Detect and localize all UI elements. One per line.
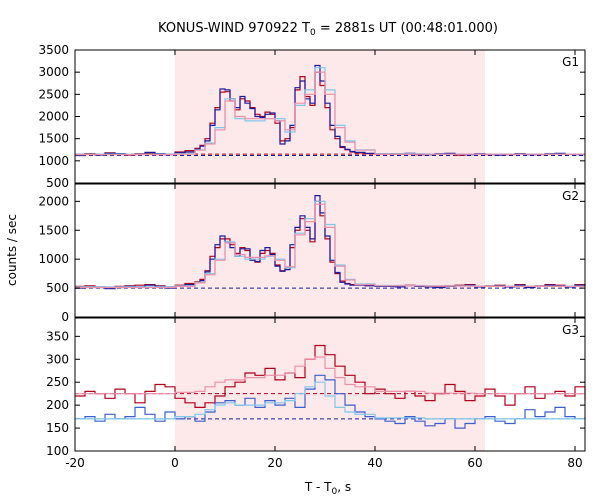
- y-tick-label: 2000: [38, 110, 69, 124]
- series-dark-red-line: [75, 344, 586, 408]
- y-tick-label: 1500: [38, 132, 69, 146]
- series-pink-line: [75, 71, 585, 156]
- y-tick-label: 1500: [38, 223, 69, 237]
- chart-title: KONUS-WIND 970922 T0 = 2881s UT (00:48:0…: [158, 21, 498, 38]
- y-tick-label: 2500: [38, 87, 69, 101]
- y-tick-label: 100: [46, 444, 69, 458]
- panels-group: 500100015002000250030003500G105001000150…: [38, 43, 586, 470]
- x-tick-label: -20: [65, 456, 85, 470]
- shaded-interval: [175, 318, 485, 451]
- series-blue-line: [75, 374, 586, 429]
- x-tick-label: 40: [367, 456, 382, 470]
- y-tick-label: 350: [46, 329, 69, 343]
- x-tick-label: 20: [267, 456, 282, 470]
- y-tick-label: 500: [46, 176, 69, 190]
- y-tick-label: 250: [46, 375, 69, 389]
- y-tick-label: 3500: [38, 43, 69, 57]
- y-tick-label: 1000: [38, 154, 69, 168]
- panel-label: G3: [562, 323, 579, 337]
- y-tick-label: 150: [46, 421, 69, 435]
- panel-label: G1: [562, 55, 579, 69]
- y-tick-label: 2000: [38, 194, 69, 208]
- x-axis-label: T - T0, s: [304, 480, 351, 497]
- series-pink-line: [75, 203, 585, 289]
- panel-frame: [74, 317, 586, 452]
- panel-frame: [74, 183, 586, 318]
- y-axis-label: counts / sec: [5, 214, 19, 286]
- y-tick-label: 500: [46, 281, 69, 295]
- y-tick-label: 3000: [38, 65, 69, 79]
- y-tick-label: 200: [46, 398, 69, 412]
- x-tick-label: 60: [467, 456, 482, 470]
- x-tick-label: 80: [567, 456, 582, 470]
- panel-label: G2: [562, 189, 579, 203]
- panel-g2: 0 500 1000 1500 2000 G2: [38, 183, 586, 324]
- panel-g1: 500 1000 1500 2000 2500 3000 3500 G1: [38, 43, 586, 190]
- panel-g3: 100 150 200 250 300 350 G3: [46, 317, 586, 458]
- y-tick-label: 1000: [38, 252, 69, 266]
- x-tick-label: 0: [171, 456, 179, 470]
- y-tick-label: 300: [46, 352, 69, 366]
- series-light-blue-line: [75, 381, 585, 420]
- series-pink-line: [75, 356, 585, 395]
- y-tick-label: 0: [61, 310, 69, 324]
